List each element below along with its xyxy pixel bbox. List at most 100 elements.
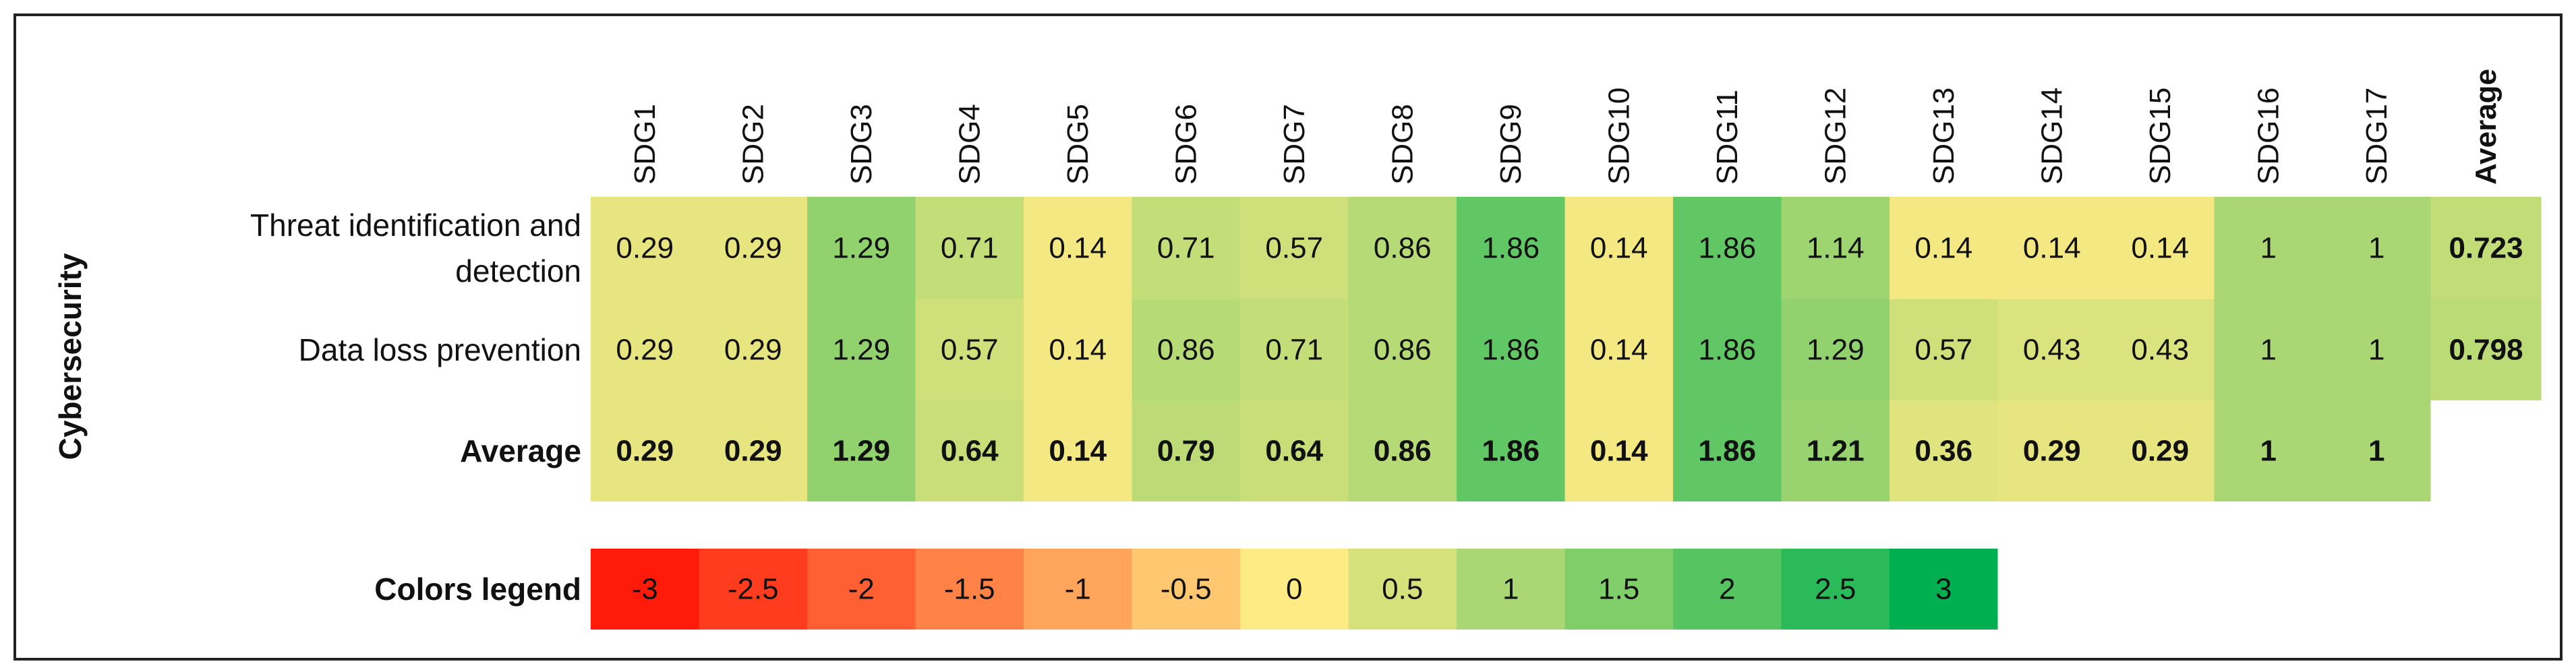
average-row-cell xyxy=(1564,400,1673,501)
legend-value: -1 xyxy=(1065,573,1091,606)
cell-value: 0.29 xyxy=(616,232,674,265)
average-row-cell xyxy=(1024,400,1132,501)
legend-value: 3 xyxy=(1935,573,1952,606)
heatmap-cell xyxy=(1781,299,1890,400)
heatmap-cell xyxy=(2214,197,2322,299)
cell-value: 0.14 xyxy=(1914,232,1972,265)
average-row-cell xyxy=(915,400,1024,501)
row-label: Data loss prevention xyxy=(299,332,581,367)
heatmap-cell xyxy=(2106,299,2215,400)
column-header-sdg9: SDG9 xyxy=(1494,104,1527,185)
average-row-value: 0.86 xyxy=(1374,435,1432,468)
average-row-value: 1 xyxy=(2260,435,2277,468)
average-row-value: 1 xyxy=(2368,435,2384,468)
row-label: Threat identification and xyxy=(250,208,581,243)
average-row-cell xyxy=(1781,400,1890,501)
heatmap-cell xyxy=(807,299,916,400)
cell-value: 0.86 xyxy=(1374,334,1432,367)
average-row-value: 1.86 xyxy=(1698,435,1756,468)
column-header-sdg16: SDG16 xyxy=(2252,88,2285,185)
heatmap-cell xyxy=(1240,299,1349,400)
cell-value: 1 xyxy=(2260,334,2277,367)
colors-legend-label: Colors legend xyxy=(374,572,581,607)
row-average-cell xyxy=(2430,197,2542,299)
column-header-sdg3: SDG3 xyxy=(845,104,878,185)
legend-swatch xyxy=(915,549,1024,630)
cell-value: 0.86 xyxy=(1157,334,1215,367)
column-header-sdg17: SDG17 xyxy=(2360,88,2393,185)
cell-value: 0.43 xyxy=(2131,334,2189,367)
heatmap-cell xyxy=(1997,197,2106,299)
column-header-sdg5: SDG5 xyxy=(1061,104,1094,185)
column-header-sdg11: SDG11 xyxy=(1711,90,1744,185)
heatmap-cell xyxy=(1564,299,1673,400)
heatmap-cell xyxy=(1457,299,1565,400)
average-row-cell xyxy=(807,400,916,501)
average-row-cell xyxy=(2214,400,2322,501)
column-header-sdg7: SDG7 xyxy=(1278,104,1311,185)
average-row-value: 0.29 xyxy=(2023,435,2081,468)
heatmap-cell xyxy=(1997,299,2106,400)
heatmap-cell xyxy=(2322,197,2431,299)
cell-value: 1.86 xyxy=(1698,334,1756,367)
legend-value: 1 xyxy=(1502,573,1519,606)
average-row-value: 0.29 xyxy=(724,435,782,468)
cell-value: 1 xyxy=(2260,232,2277,265)
cell-value: 0.71 xyxy=(1265,334,1323,367)
legend-swatch xyxy=(1781,549,1890,630)
cell-value: 1.86 xyxy=(1482,232,1540,265)
average-row-value: 1.21 xyxy=(1807,435,1865,468)
legend-value: 2.5 xyxy=(1815,573,1856,606)
legend-swatch xyxy=(1348,549,1457,630)
cell-value: 0.29 xyxy=(724,232,782,265)
average-row-value: 0.29 xyxy=(2131,435,2189,468)
heatmap-cell xyxy=(1457,197,1565,299)
cell-value: 0.14 xyxy=(1590,232,1648,265)
cell-value: 1.14 xyxy=(1807,232,1865,265)
column-header-sdg4: SDG4 xyxy=(953,104,986,185)
cell-value: 0.57 xyxy=(1914,334,1972,367)
average-row-cell xyxy=(1673,400,1782,501)
heatmap-cell xyxy=(807,197,916,299)
legend-value: 0 xyxy=(1286,573,1302,606)
cell-value: 0.57 xyxy=(941,334,999,367)
average-row-value: 1.29 xyxy=(832,435,890,468)
cell-value: 0.86 xyxy=(1374,232,1432,265)
heatmap-cell xyxy=(1132,299,1240,400)
legend-swatch xyxy=(1240,549,1349,630)
average-row-cell xyxy=(1457,400,1565,501)
legend-swatch xyxy=(591,549,699,630)
row-label: detection xyxy=(455,253,581,288)
heatmap-frame: SDG1 SDG2 SDG3 SDG4 SDG5 SDG6 SDG7 SDG8 SDG9 SDG1… xyxy=(13,13,2563,661)
heatmap-cell xyxy=(1890,197,1998,299)
legend-swatch xyxy=(699,549,807,630)
heatmap-cell xyxy=(2322,299,2431,400)
average-row-value: 0.36 xyxy=(1914,435,1972,468)
heatmap-cell xyxy=(591,299,699,400)
average-row-cell xyxy=(1890,400,1998,501)
row-average-value: 0.798 xyxy=(2449,334,2523,367)
cell-value: 0.71 xyxy=(941,232,999,265)
legend-value: -0.5 xyxy=(1161,573,1212,606)
heatmap-cell xyxy=(591,197,699,299)
heatmap-cell xyxy=(1673,197,1782,299)
cell-value: 1 xyxy=(2368,232,2384,265)
heatmap-cell xyxy=(1132,197,1240,299)
group-label-cybersecurity: Cybersecurity xyxy=(53,253,88,460)
legend-swatch xyxy=(1024,549,1132,630)
cell-value: 0.43 xyxy=(2023,334,2081,367)
cell-value: 1.86 xyxy=(1482,334,1540,367)
cell-value: 1.29 xyxy=(832,334,890,367)
heatmap-cell xyxy=(1673,299,1782,400)
heatmap-cell xyxy=(915,299,1024,400)
column-header-sdg2: SDG2 xyxy=(736,104,769,185)
heatmap-cell xyxy=(1890,299,1998,400)
legend-value: -2.5 xyxy=(728,573,779,606)
cell-value: 0.57 xyxy=(1265,232,1323,265)
column-header-sdg8: SDG8 xyxy=(1386,104,1419,185)
average-row-cell xyxy=(1132,400,1240,501)
heatmap-cell xyxy=(699,299,807,400)
cell-value: 0.29 xyxy=(724,334,782,367)
legend-value: -1.5 xyxy=(944,573,995,606)
heatmap-chart: SDG1 SDG2 SDG3 SDG4 SDG5 SDG6 SDG7 SDG8 SDG9 SDG1… xyxy=(53,69,2542,630)
